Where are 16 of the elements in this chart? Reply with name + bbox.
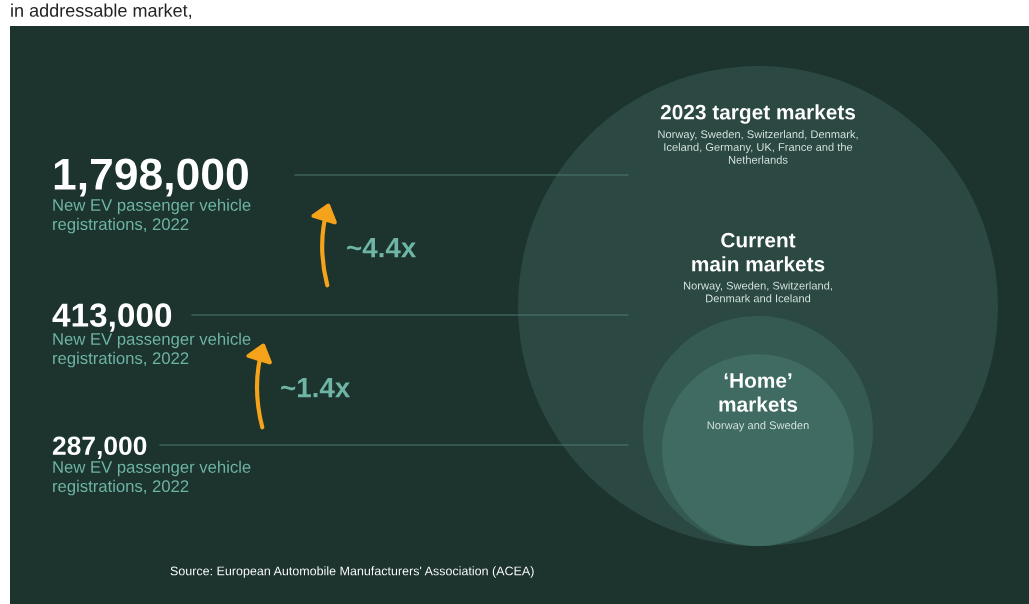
category-label: ‘Home’ markets: [719, 373, 798, 412]
data-label: 287,000: [52, 436, 147, 459]
text: in addressable market,: [11, 3, 192, 19]
text: ~1.4x: [281, 378, 351, 398]
data-label: 413,000: [52, 303, 172, 332]
category-label: 2023 target markets: [660, 104, 856, 124]
text: ~4.4x: [347, 238, 417, 258]
text: New EV passenger vehicle registrations, 2022: [53, 332, 251, 368]
data-label: 1,798,000: [54, 158, 248, 197]
category-label: Current main markets: [692, 232, 825, 272]
source-note: Source: European Automobile Manufacturers' Association (ACEA): [170, 566, 534, 578]
text: Norway, Sweden, Switzerland, Denmark and Iceland: [683, 281, 832, 303]
text: New EV passenger vehicle registrations, 2022: [53, 460, 251, 496]
text: Norway and Sweden: [707, 421, 809, 432]
text: New EV passenger vehicle registrations, 2022: [53, 198, 251, 234]
text: Norway, Sweden, Switzerland, Denmark, Iceland, Germany, UK, France and the Netherlands: [658, 130, 858, 164]
